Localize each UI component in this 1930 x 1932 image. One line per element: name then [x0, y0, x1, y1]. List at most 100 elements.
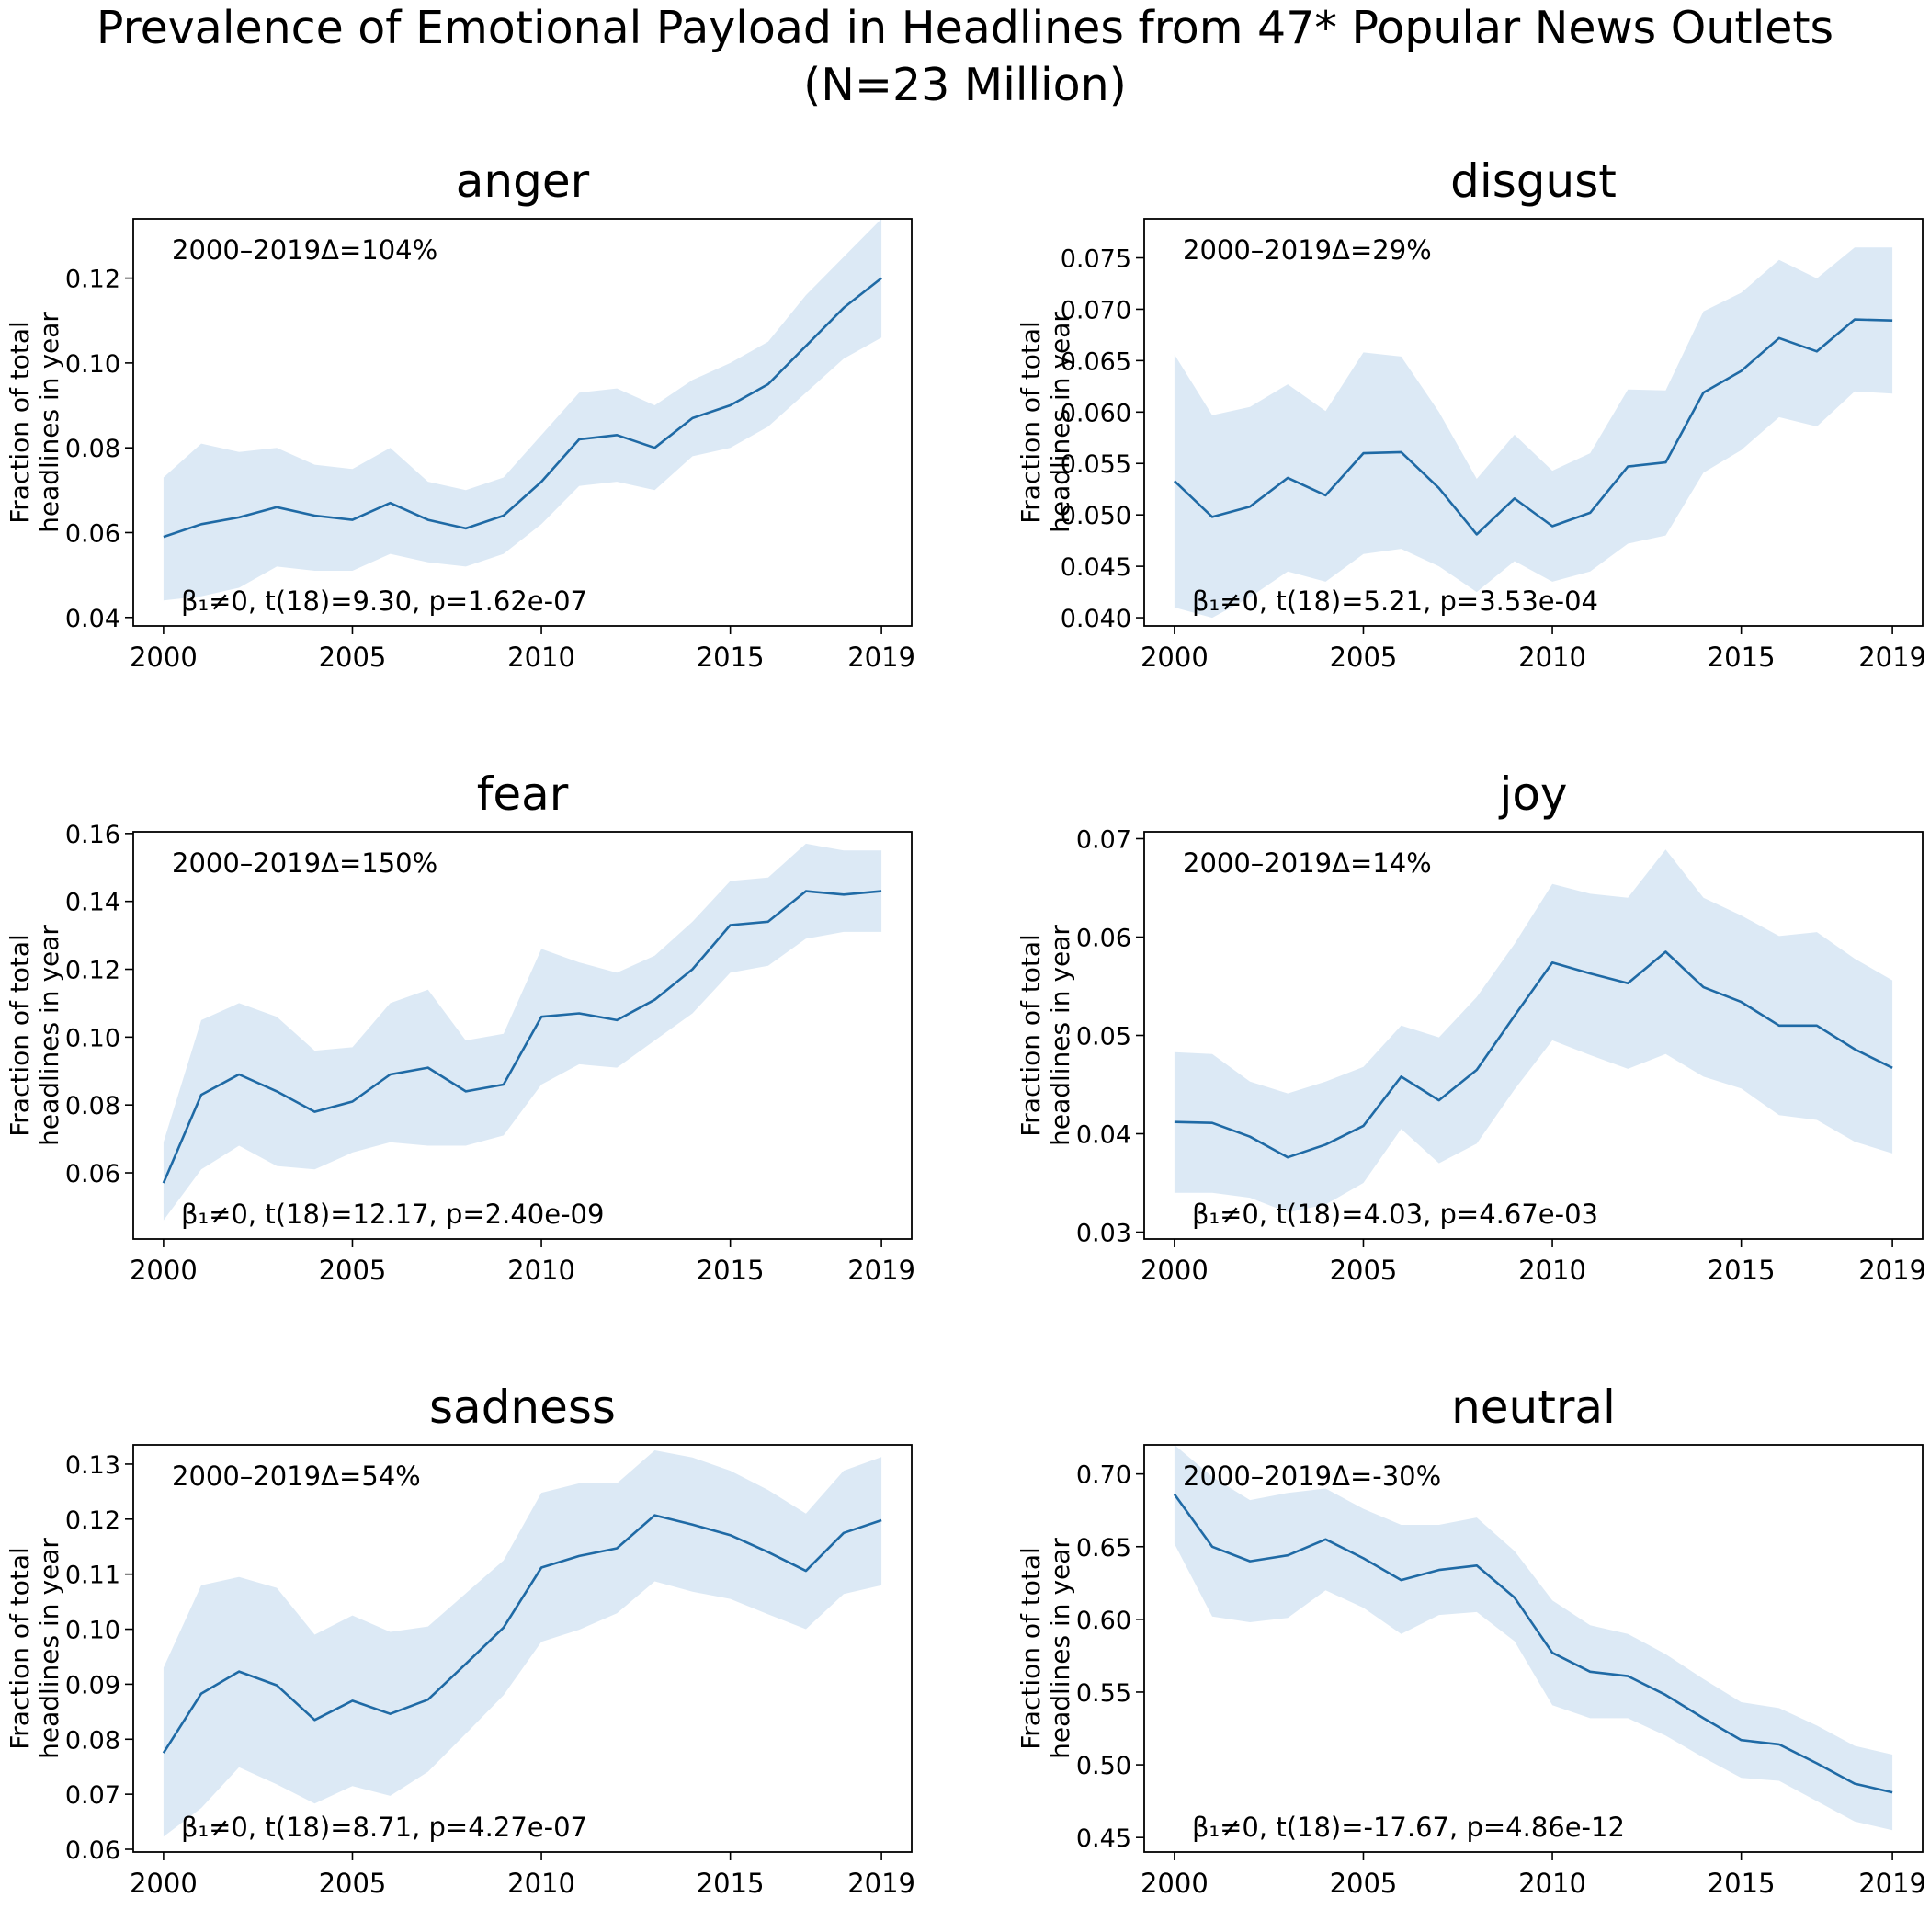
fear-x-tick-label: 2005 [319, 1255, 387, 1286]
panel-neutral: 2000 2005 2010 2015 2019 0.45 0.50 0.55 0.60 0.65… [1016, 1381, 1926, 1899]
disgust-x-tick-label: 2019 [1858, 642, 1926, 673]
sadness-delta-annotation: 2000–2019Δ=54% [172, 1460, 421, 1492]
fear-y-axis-label: Fraction of totalheadlines in year [5, 925, 64, 1146]
sadness-y-tick-label: 0.09 [65, 1671, 120, 1699]
anger-y-tick-label: 0.08 [65, 435, 120, 463]
fear-x-tick-label: 2010 [507, 1255, 575, 1286]
joy-x-tick-label: 2019 [1858, 1255, 1926, 1286]
fear-x-tick-label: 2000 [130, 1255, 198, 1286]
joy-y-tick-label: 0.04 [1076, 1121, 1131, 1150]
neutral-y-tick-label: 0.60 [1076, 1607, 1131, 1635]
disgust-y-axis-label: Fraction of totalheadlines in year [1016, 312, 1075, 533]
sadness-y-tick-label: 0.11 [65, 1562, 120, 1590]
sadness-panel-title: sadness [429, 1381, 616, 1434]
joy-x-tick-label: 2010 [1518, 1255, 1586, 1286]
disgust-y-tick-label: 0.070 [1061, 296, 1131, 324]
disgust-series-line [1174, 318, 1893, 536]
sadness-confidence-band [163, 1450, 882, 1837]
sadness-y-tick-label: 0.07 [65, 1781, 120, 1810]
neutral-x-tick-label: 2015 [1708, 1868, 1776, 1899]
figure-title: Prevalence of Emotional Payload in Headl… [0, 0, 1930, 114]
disgust-y-tick-label: 0.045 [1061, 553, 1131, 582]
fear-y-tick-label: 0.14 [65, 889, 120, 917]
neutral-confidence-band [1174, 1445, 1893, 1831]
sadness-y-tick-label: 0.08 [65, 1726, 120, 1755]
disgust-axes-frame [1143, 218, 1924, 627]
fear-y-tick-label: 0.12 [65, 957, 120, 985]
joy-regression-annotation: β₁≠0, t(18)=4.03, p=4.67e-03 [1192, 1199, 1598, 1230]
neutral-y-tick-label: 0.65 [1076, 1534, 1131, 1563]
disgust-y-tick-label: 0.050 [1061, 502, 1131, 530]
anger-panel-title: anger [456, 154, 590, 208]
anger-regression-annotation: β₁≠0, t(18)=9.30, p=1.62e-07 [181, 585, 587, 617]
panel-anger: 2000 2005 2010 2015 2019 0.04 0.06 0.08 0.10 0.12… [5, 154, 915, 673]
sadness-y-tick-label: 0.10 [65, 1617, 120, 1645]
sadness-x-tick-label: 2015 [697, 1868, 765, 1899]
anger-delta-annotation: 2000–2019Δ=104% [172, 234, 437, 266]
disgust-x-tick-label: 2005 [1330, 642, 1398, 673]
fear-axes-frame [132, 831, 913, 1240]
anger-x-tick-label: 2000 [130, 642, 198, 673]
anger-x-tick-label: 2015 [697, 642, 765, 673]
fear-series-line [162, 890, 882, 1184]
neutral-delta-annotation: 2000–2019Δ=-30% [1183, 1460, 1441, 1492]
neutral-y-tick-label: 0.55 [1076, 1679, 1131, 1708]
anger-x-tick-label: 2010 [507, 642, 575, 673]
joy-y-tick-label: 0.05 [1076, 1023, 1131, 1051]
panel-disgust: 2000 2005 2010 2015 2019 0.040 0.045 0.050 0.055… [1016, 154, 1926, 673]
neutral-x-tick-label: 2010 [1518, 1868, 1586, 1899]
joy-y-tick-label: 0.03 [1076, 1220, 1131, 1248]
panel-joy: 2000 2005 2010 2015 2019 0.03 0.04 0.05 0.06 0.07… [1016, 767, 1926, 1286]
disgust-y-tick-label: 0.055 [1061, 450, 1131, 479]
panel-fear: 2000 2005 2010 2015 2019 0.06 0.08 0.10 0.12 0.14… [5, 767, 915, 1286]
disgust-panel-title: disgust [1450, 154, 1617, 208]
fear-y-tick-label: 0.10 [65, 1024, 120, 1052]
sadness-y-axis-label: Fraction of totalheadlines in year [5, 1538, 64, 1759]
neutral-y-tick-label: 0.70 [1076, 1461, 1131, 1490]
disgust-confidence-band [1174, 247, 1893, 619]
anger-x-tick-label: 2019 [847, 642, 915, 673]
sadness-x-tick-label: 2000 [130, 1868, 198, 1899]
neutral-panel-title: neutral [1451, 1381, 1616, 1434]
joy-y-tick-label: 0.07 [1076, 825, 1131, 854]
sadness-y-tick-label: 0.13 [65, 1451, 120, 1480]
joy-x-tick-label: 2015 [1708, 1255, 1776, 1286]
joy-series-line [1174, 950, 1893, 1159]
fear-y-tick-label: 0.06 [65, 1160, 120, 1188]
sadness-axes-frame [132, 1444, 913, 1853]
sadness-y-tick-label: 0.06 [65, 1836, 120, 1865]
neutral-y-tick-label: 0.50 [1076, 1752, 1131, 1780]
disgust-y-tick-label: 0.040 [1061, 605, 1131, 633]
anger-y-tick-label: 0.12 [65, 266, 120, 294]
sadness-x-tick-label: 2010 [507, 1868, 575, 1899]
anger-confidence-band [163, 219, 882, 601]
neutral-x-tick-label: 2000 [1141, 1868, 1209, 1899]
joy-x-tick-label: 2000 [1141, 1255, 1209, 1286]
disgust-x-tick-label: 2010 [1518, 642, 1586, 673]
disgust-y-tick-label: 0.065 [1061, 347, 1131, 376]
joy-delta-annotation: 2000–2019Δ=14% [1183, 847, 1432, 879]
anger-x-tick-label: 2005 [319, 642, 387, 673]
fear-x-tick-label: 2019 [847, 1255, 915, 1286]
anger-y-axis-label: Fraction of totalheadlines in year [5, 312, 64, 533]
joy-y-axis-label: Fraction of totalheadlines in year [1016, 925, 1075, 1146]
sadness-y-tick-label: 0.12 [65, 1506, 120, 1535]
neutral-x-tick-label: 2019 [1858, 1868, 1926, 1899]
anger-axes-frame [132, 218, 913, 627]
neutral-x-tick-label: 2005 [1330, 1868, 1398, 1899]
panel-sadness: 2000 2005 2010 2015 2019 0.06 0.07 0.08 0.09 0.10… [5, 1381, 915, 1899]
disgust-x-tick-label: 2000 [1141, 642, 1209, 673]
fear-y-tick-label: 0.08 [65, 1092, 120, 1120]
joy-x-tick-label: 2005 [1330, 1255, 1398, 1286]
disgust-y-tick-label: 0.075 [1061, 245, 1131, 274]
joy-panel-title: joy [1498, 767, 1567, 821]
neutral-axes-frame [1143, 1444, 1924, 1853]
figure-title-line-2: (N=23 Million) [803, 59, 1127, 111]
anger-y-tick-label: 0.10 [65, 350, 120, 379]
sadness-regression-annotation: β₁≠0, t(18)=8.71, p=4.27e-07 [181, 1812, 587, 1843]
neutral-regression-annotation: β₁≠0, t(18)=-17.67, p=4.86e-12 [1192, 1812, 1625, 1843]
figure-title-line-1: Prevalence of Emotional Payload in Headl… [96, 2, 1834, 54]
neutral-y-axis-label: Fraction of totalheadlines in year [1016, 1538, 1075, 1759]
joy-y-tick-label: 0.06 [1076, 924, 1131, 952]
